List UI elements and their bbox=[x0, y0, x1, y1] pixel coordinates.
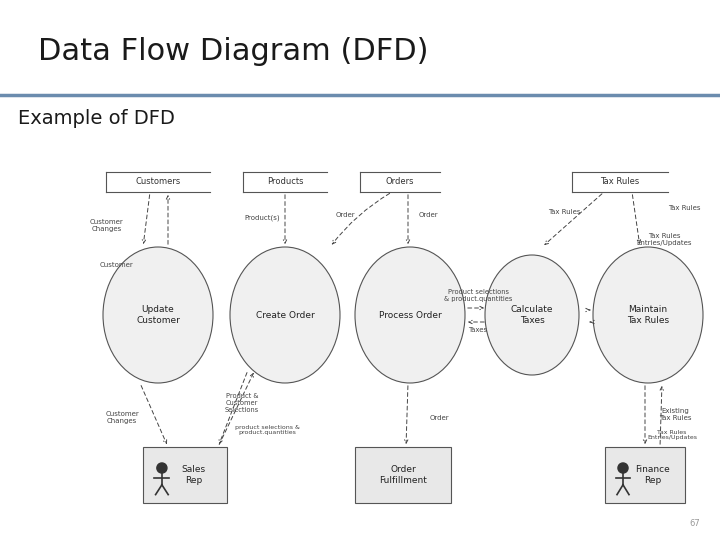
Ellipse shape bbox=[355, 247, 465, 383]
Ellipse shape bbox=[230, 247, 340, 383]
Bar bbox=[355, 447, 451, 503]
Text: Update
Customer: Update Customer bbox=[136, 305, 180, 325]
Text: Order
Fulfillment: Order Fulfillment bbox=[379, 465, 427, 485]
Text: Customer
Changes: Customer Changes bbox=[105, 411, 139, 424]
Text: Customers: Customers bbox=[135, 178, 181, 186]
Text: Example of DFD: Example of DFD bbox=[18, 109, 175, 127]
Circle shape bbox=[157, 463, 167, 473]
Text: Order: Order bbox=[336, 212, 355, 218]
Text: product selections &
product.quantities: product selections & product.quantities bbox=[235, 424, 300, 435]
Text: Tax Rules: Tax Rules bbox=[668, 205, 701, 211]
Text: Tax Rules
Entries/Updates: Tax Rules Entries/Updates bbox=[636, 233, 692, 246]
Bar bbox=[143, 447, 227, 503]
Text: Products: Products bbox=[266, 178, 303, 186]
Text: Data Flow Diagram (DFD): Data Flow Diagram (DFD) bbox=[38, 37, 428, 66]
Text: Finance
Rep: Finance Rep bbox=[636, 465, 670, 485]
Text: Order: Order bbox=[430, 415, 449, 421]
Text: Order: Order bbox=[418, 212, 438, 218]
Text: Product(s): Product(s) bbox=[244, 215, 280, 221]
Text: Product selections
& product.quantities: Product selections & product.quantities bbox=[444, 288, 512, 301]
Text: Tax Rules: Tax Rules bbox=[548, 209, 580, 215]
Text: Process Order: Process Order bbox=[379, 310, 441, 320]
Bar bbox=[605, 447, 685, 503]
Text: Tax Rules
Entries/Updates: Tax Rules Entries/Updates bbox=[647, 430, 697, 441]
Text: Tax Rules: Tax Rules bbox=[600, 178, 639, 186]
Text: Sales
Rep: Sales Rep bbox=[181, 465, 205, 485]
Text: Taxes: Taxes bbox=[469, 327, 487, 333]
Ellipse shape bbox=[593, 247, 703, 383]
Text: Create Order: Create Order bbox=[256, 310, 315, 320]
Text: Orders: Orders bbox=[386, 178, 414, 186]
Ellipse shape bbox=[103, 247, 213, 383]
Text: 67: 67 bbox=[689, 519, 700, 528]
Ellipse shape bbox=[485, 255, 579, 375]
Circle shape bbox=[618, 463, 628, 473]
Text: Existing
Tax Rules: Existing Tax Rules bbox=[660, 408, 692, 422]
Text: Product &
Customer
Selections: Product & Customer Selections bbox=[225, 393, 259, 413]
Text: Calculate
Taxes: Calculate Taxes bbox=[510, 305, 553, 325]
Text: Customer
Changes: Customer Changes bbox=[90, 219, 124, 232]
Text: Maintain
Tax Rules: Maintain Tax Rules bbox=[627, 305, 669, 325]
Text: Customer: Customer bbox=[99, 262, 133, 268]
